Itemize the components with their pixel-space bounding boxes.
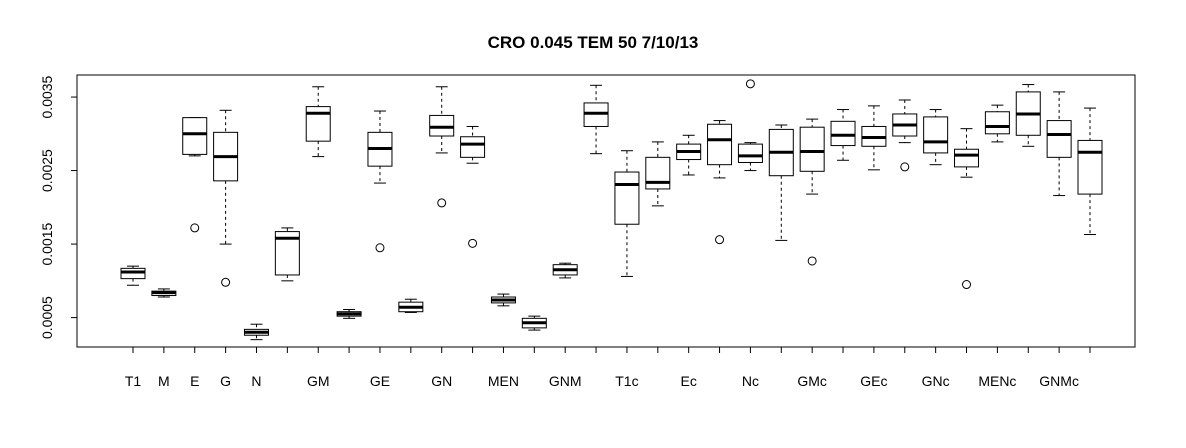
x-tick-label: GE (370, 373, 390, 389)
box (182, 117, 208, 155)
x-tick-label: T1c (615, 373, 638, 389)
x-tick-label: GNM (549, 373, 582, 389)
y-tick-label: 0.0015 (39, 222, 55, 265)
outlier-point (962, 280, 972, 290)
box (707, 123, 733, 166)
x-tick-label: N (251, 373, 261, 389)
box (799, 126, 825, 172)
x-tick-label: GN (431, 373, 452, 389)
outlier-point (807, 256, 817, 266)
x-tick-label: Ec (681, 373, 697, 389)
x-tick-label: GNMc (1039, 373, 1079, 389)
box (954, 148, 980, 168)
outlier-point (715, 235, 725, 245)
box (923, 116, 949, 154)
outlier-point (745, 79, 755, 89)
chart-title: CRO 0.045 TEM 50 7/10/13 (488, 33, 699, 52)
outlier-point (437, 198, 447, 208)
y-tick-label: 0.0025 (39, 149, 55, 192)
outlier-point (900, 162, 910, 172)
x-tick-label: GEc (860, 373, 887, 389)
box (984, 111, 1010, 135)
box (460, 136, 486, 158)
outlier-point (190, 223, 200, 233)
x-tick-label: GMc (797, 373, 827, 389)
x-tick-label: Nc (742, 373, 759, 389)
x-tick-label: MEN (488, 373, 519, 389)
x-tick-label: E (190, 373, 199, 389)
x-tick-label: GM (307, 373, 330, 389)
x-tick-label: G (220, 373, 231, 389)
y-tick-label: 0.0035 (39, 75, 55, 118)
x-tick-label: M (158, 373, 170, 389)
box (614, 171, 640, 225)
box (1046, 120, 1072, 158)
box (1077, 139, 1103, 195)
box (830, 120, 856, 147)
x-tick-label: MENc (978, 373, 1016, 389)
box (737, 143, 763, 163)
outlier-point (375, 243, 385, 253)
y-tick-label: 0.0005 (39, 296, 55, 339)
x-tick-label: T1 (125, 373, 142, 389)
box (645, 156, 671, 190)
outlier-point (221, 277, 231, 287)
outlier-point (468, 238, 478, 248)
x-tick-label: GNc (922, 373, 950, 389)
